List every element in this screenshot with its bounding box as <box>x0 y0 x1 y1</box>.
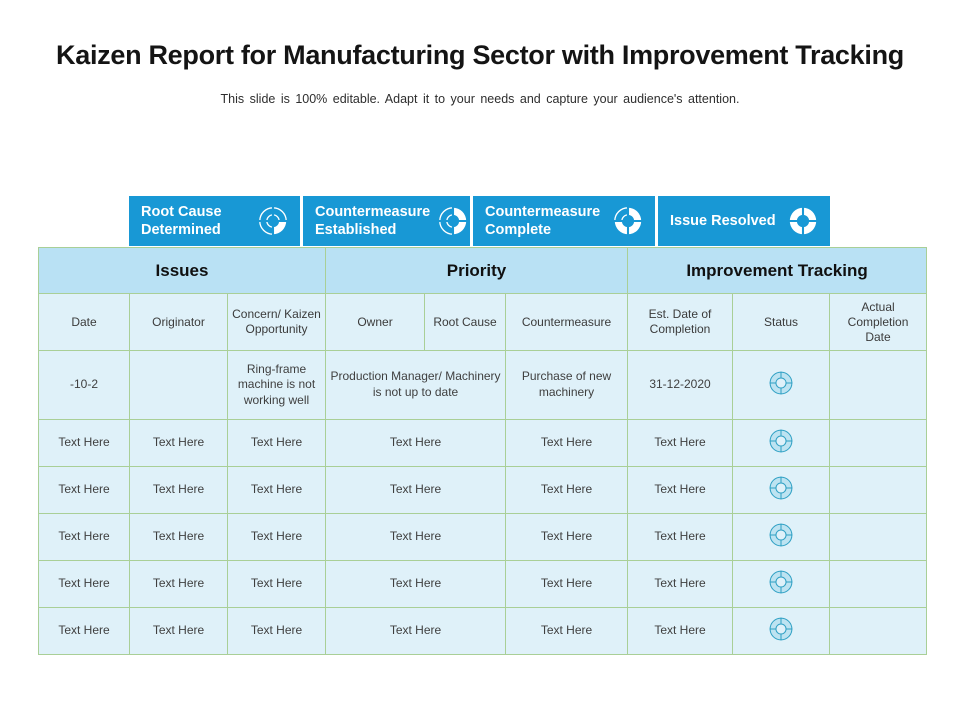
cell-actual-date <box>829 560 928 608</box>
cell-countermeasure: Text Here <box>505 560 629 608</box>
cell-owner-root-cause: Production Manager/ Machinery is not up … <box>325 350 507 420</box>
progress-50-donut-icon <box>438 205 469 237</box>
cell-status <box>732 419 831 467</box>
cell-owner-root-cause: Text Here <box>325 466 507 514</box>
cell-est-date: Text Here <box>627 513 734 561</box>
page-subtitle: This slide is 100% editable. Adapt it to… <box>220 92 740 106</box>
stage-label: Issue Resolved <box>670 212 776 229</box>
cell-owner-root-cause: Text Here <box>325 607 507 655</box>
cell-concern: Text Here <box>226 560 327 608</box>
page-title: Kaizen Report for Manufacturing Sector w… <box>56 40 904 70</box>
cell-owner-root-cause: Text Here <box>325 560 507 608</box>
stage-label: Root Cause Determined <box>141 203 222 238</box>
cell-date: Text Here <box>38 560 130 608</box>
col-header-date: Date <box>38 293 130 351</box>
cell-status <box>732 513 831 561</box>
stage-countermeasure-established: Countermeasure Established <box>303 196 470 246</box>
cell-status <box>732 350 831 420</box>
col-header-owner: Owner <box>325 293 426 351</box>
cell-originator: Text Here <box>129 607 228 655</box>
col-header-countermeasure: Countermeasure <box>505 293 629 351</box>
table-group-header-row: Issues Priority Improvement Tracking <box>37 247 928 294</box>
cell-est-date: Text Here <box>627 466 734 514</box>
cell-date: Text Here <box>38 466 130 514</box>
cell-countermeasure: Purchase of new machinery <box>505 350 629 420</box>
status-progress-donut-icon <box>769 476 793 500</box>
cell-status <box>732 560 831 608</box>
cell-concern: Text Here <box>226 466 327 514</box>
cell-actual-date <box>829 466 928 514</box>
cell-actual-date <box>829 419 928 467</box>
cell-owner-root-cause: Text Here <box>325 419 507 467</box>
cell-countermeasure: Text Here <box>505 607 629 655</box>
cell-originator: Text Here <box>129 513 228 561</box>
progress-25-donut-icon <box>257 205 289 237</box>
status-progress-donut-icon <box>769 429 793 453</box>
stage-label: Countermeasure Established <box>315 203 431 238</box>
group-header-priority: Priority <box>325 247 629 294</box>
cell-originator: Text Here <box>129 466 228 514</box>
cell-est-date: Text Here <box>627 560 734 608</box>
cell-est-date: 31-12-2020 <box>627 350 734 420</box>
cell-date: Text Here <box>38 607 130 655</box>
table-column-header-row: Date Originator Concern/ Kaizen Opportun… <box>38 293 928 351</box>
table-row: Text Here Text Here Text Here Text Here … <box>38 607 928 655</box>
stage-label: Countermeasure Complete <box>485 203 601 238</box>
table-row: Text Here Text Here Text Here Text Here … <box>38 466 928 514</box>
progress-100-donut-icon <box>787 205 819 237</box>
table-row: Text Here Text Here Text Here Text Here … <box>38 560 928 608</box>
stage-legend: Root Cause Determined Countermeasure Est… <box>129 196 830 246</box>
cell-date: Text Here <box>38 419 130 467</box>
cell-actual-date <box>829 350 928 420</box>
col-header-est-date: Est. Date of Completion <box>627 293 734 351</box>
kaizen-table: Issues Priority Improvement Tracking Dat… <box>37 247 928 655</box>
status-progress-donut-icon <box>769 617 793 641</box>
cell-status <box>732 466 831 514</box>
col-header-actual-date: Actual Completion Date <box>829 293 928 351</box>
cell-countermeasure: Text Here <box>505 513 629 561</box>
stage-issue-resolved: Issue Resolved <box>658 196 830 246</box>
table-row: Text Here Text Here Text Here Text Here … <box>38 419 928 467</box>
status-progress-donut-icon <box>769 371 793 395</box>
status-progress-donut-icon <box>769 523 793 547</box>
cell-originator: Text Here <box>129 560 228 608</box>
col-header-root-cause: Root Cause <box>424 293 507 351</box>
col-header-originator: Originator <box>129 293 228 351</box>
cell-date: -10-2 <box>38 350 130 420</box>
progress-75-donut-icon <box>612 205 644 237</box>
col-header-concern: Concern/ Kaizen Opportunity <box>226 293 327 351</box>
stage-countermeasure-complete: Countermeasure Complete <box>473 196 655 246</box>
group-header-improvement-tracking: Improvement Tracking <box>627 247 928 294</box>
cell-est-date: Text Here <box>627 419 734 467</box>
cell-actual-date <box>829 513 928 561</box>
table-row: Text Here Text Here Text Here Text Here … <box>38 513 928 561</box>
col-header-status: Status <box>732 293 831 351</box>
cell-actual-date <box>829 607 928 655</box>
cell-countermeasure: Text Here <box>505 466 629 514</box>
cell-concern: Ring-frame machine is not working well <box>226 350 327 420</box>
table-row: -10-2 Ring-frame machine is not working … <box>38 350 928 420</box>
cell-concern: Text Here <box>226 607 327 655</box>
stage-root-cause-determined: Root Cause Determined <box>129 196 300 246</box>
cell-owner-root-cause: Text Here <box>325 513 507 561</box>
group-header-issues: Issues <box>37 247 327 294</box>
cell-date: Text Here <box>38 513 130 561</box>
cell-originator: Text Here <box>129 419 228 467</box>
cell-concern: Text Here <box>226 513 327 561</box>
status-progress-donut-icon <box>769 570 793 594</box>
cell-status <box>732 607 831 655</box>
cell-est-date: Text Here <box>627 607 734 655</box>
cell-originator <box>129 350 228 420</box>
cell-countermeasure: Text Here <box>505 419 629 467</box>
cell-concern: Text Here <box>226 419 327 467</box>
